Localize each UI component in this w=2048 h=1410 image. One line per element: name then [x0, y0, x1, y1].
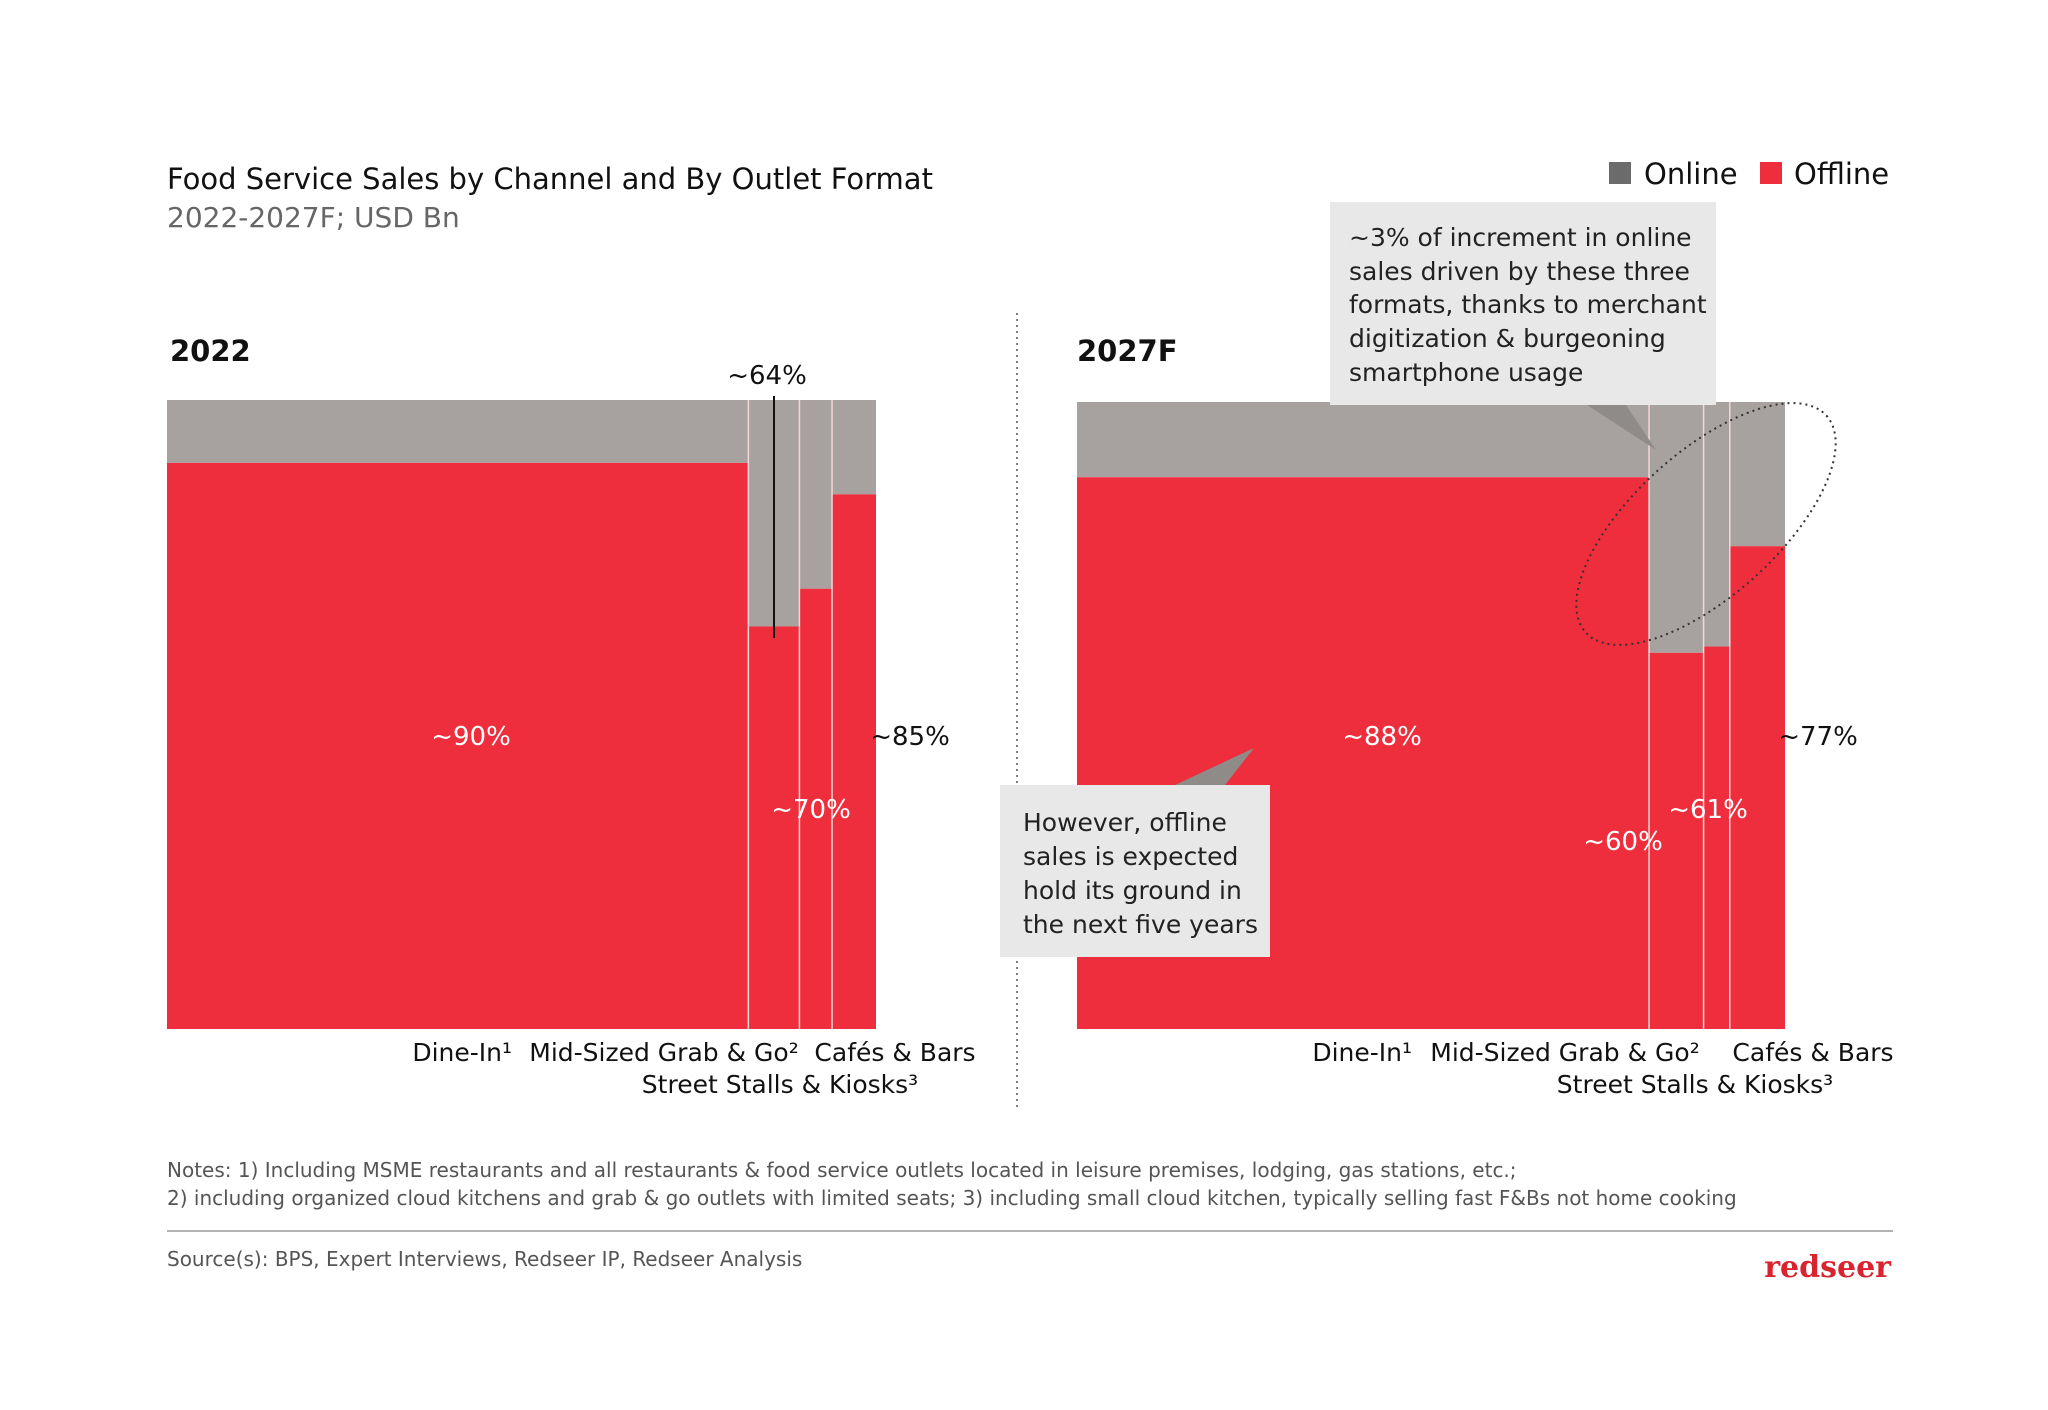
callout-line: digitization & burgeoning — [1349, 324, 1666, 353]
callout-pointer — [1175, 748, 1254, 785]
category-label: Cafés & Bars — [814, 1038, 975, 1067]
panel-title-2027f: 2027F — [1077, 334, 1178, 368]
callout-line: formats, thanks to merchant — [1349, 290, 1707, 319]
callout-line: smartphone usage — [1349, 358, 1583, 387]
data-label: ~85% — [870, 722, 950, 752]
category-labels-2027f: Dine-In¹ Mid-Sized Grab & Go² Street Sta… — [1312, 1038, 1893, 1099]
callout-online: ~3% of increment in online sales driven … — [1330, 202, 1716, 450]
footnote: 2) including organized cloud kitchens an… — [167, 1186, 1737, 1210]
data-label: ~70% — [771, 795, 851, 825]
bar-online-4 — [1729, 402, 1785, 547]
bar-offline-4 — [832, 494, 876, 1030]
bar-online-2 — [1649, 402, 1704, 653]
legend-label-online: Online — [1644, 157, 1738, 191]
callout-line: sales driven by these three — [1349, 257, 1690, 286]
category-label: Dine-In¹ — [412, 1038, 512, 1067]
panel-title-2022: 2022 — [170, 334, 251, 368]
legend: Online Offline — [1609, 157, 1889, 191]
category-label: Dine-In¹ — [1312, 1038, 1412, 1067]
bar-online-3 — [1703, 402, 1730, 647]
callout-box — [1330, 202, 1716, 405]
bar-online-1 — [167, 400, 749, 463]
legend-label-offline: Offline — [1794, 157, 1889, 191]
redseer-logo: redseer — [1764, 1250, 1892, 1285]
chart-title: Food Service Sales by Channel and By Out… — [167, 162, 933, 196]
bar-online-3 — [799, 400, 833, 589]
callout-line: hold its ground in — [1023, 876, 1242, 905]
bar-online-4 — [832, 400, 876, 495]
footnote: Notes: 1) Including MSME restaurants and… — [167, 1158, 1517, 1182]
bar-offline-4 — [1729, 546, 1785, 1029]
data-label: ~88% — [1342, 722, 1422, 752]
callout-line: the next five years — [1023, 910, 1258, 939]
callout-offline: However, offline sales is expected hold … — [1000, 748, 1270, 957]
bar-offline-3 — [799, 588, 833, 1029]
callout-pointer — [1587, 405, 1656, 450]
callout-line: sales is expected — [1023, 842, 1238, 871]
bar-offline-2 — [1649, 652, 1704, 1029]
category-label: Street Stalls & Kiosks³ — [642, 1070, 918, 1099]
bar-offline-2 — [748, 626, 800, 1029]
data-label: ~77% — [1778, 722, 1858, 752]
bar-online-1 — [1077, 402, 1650, 478]
data-label: ~61% — [1668, 795, 1748, 825]
category-label: Mid-Sized Grab & Go² — [529, 1038, 798, 1067]
source-text: Source(s): BPS, Expert Interviews, Redse… — [167, 1247, 802, 1271]
chart-subtitle: 2022-2027F; USD Bn — [167, 201, 460, 234]
data-label: ~90% — [431, 722, 511, 752]
data-label: ~64% — [727, 361, 807, 391]
bar-offline-3 — [1703, 646, 1730, 1029]
category-label: Cafés & Bars — [1732, 1038, 1893, 1067]
bar-offline-1 — [167, 462, 749, 1029]
category-label: Street Stalls & Kiosks³ — [1557, 1070, 1833, 1099]
data-label: ~60% — [1583, 827, 1663, 857]
callout-box — [1000, 785, 1270, 957]
category-labels-2022: Dine-In¹ Mid-Sized Grab & Go² Street Sta… — [412, 1038, 975, 1099]
legend-swatch-offline — [1760, 162, 1782, 184]
highlight-ellipse — [1575, 402, 1837, 646]
category-label: Mid-Sized Grab & Go² — [1430, 1038, 1699, 1067]
legend-swatch-online — [1609, 162, 1631, 184]
callout-line: ~3% of increment in online — [1349, 223, 1692, 252]
callout-line: However, offline — [1023, 808, 1227, 837]
